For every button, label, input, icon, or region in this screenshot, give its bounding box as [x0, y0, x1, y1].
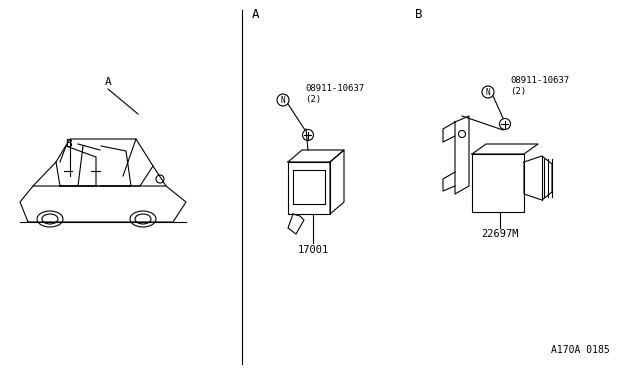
Text: A: A [252, 7, 259, 20]
Text: N: N [486, 87, 490, 96]
Text: B: B [415, 7, 422, 20]
Text: A: A [104, 77, 111, 87]
Text: A170A 0185: A170A 0185 [550, 345, 609, 355]
Text: N: N [281, 96, 285, 105]
Text: 17001: 17001 [298, 245, 328, 255]
Text: 22697M: 22697M [481, 229, 519, 239]
Text: B: B [65, 139, 72, 149]
Text: 08911-10637
(2): 08911-10637 (2) [510, 76, 569, 96]
Text: 08911-10637
(2): 08911-10637 (2) [305, 84, 364, 104]
